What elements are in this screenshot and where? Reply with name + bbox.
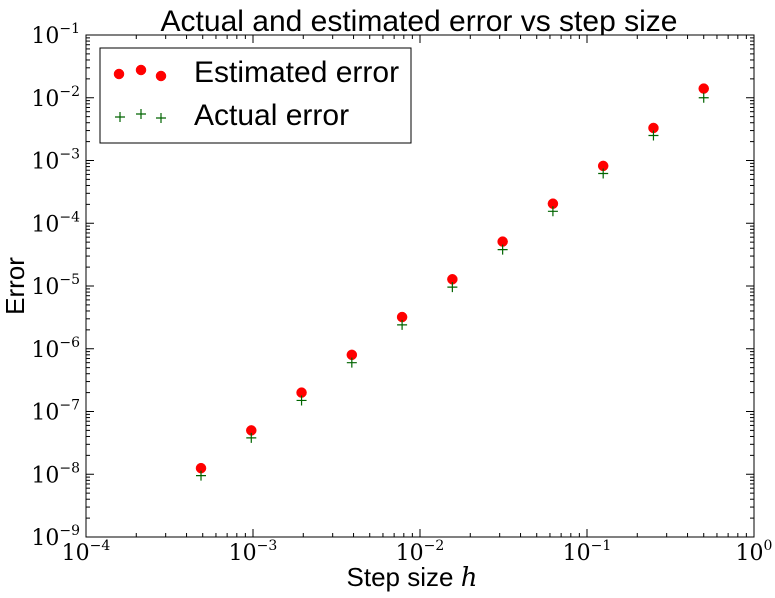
legend-marker-circle [113, 68, 125, 80]
series-actual-error [196, 92, 709, 481]
data-point-actual-error [648, 130, 659, 141]
data-point-estimated-error [698, 83, 709, 94]
y-tick-label: 10−5 [31, 272, 80, 300]
data-point-actual-error [397, 319, 408, 330]
x-tick-label: 10−3 [229, 538, 278, 566]
y-tick-label: 10−6 [31, 335, 80, 363]
legend-marker-circle [135, 64, 147, 76]
x-axis-label: Step size h [347, 562, 478, 593]
legend-marker-circle [155, 70, 167, 82]
chart-title: Actual and estimated error vs step size [161, 5, 678, 38]
y-tick-label: 10−3 [31, 147, 80, 175]
data-point-actual-error [296, 395, 307, 406]
data-point-actual-error [698, 92, 709, 103]
y-axis-label: Error [0, 257, 30, 315]
data-point-actual-error [246, 432, 257, 443]
series-layer [195, 83, 709, 481]
legend-label-actual-error: Actual error [194, 99, 349, 132]
y-axis: 10−9 10−8 10−7 10−6 10−5 10−4 10−3 10−2 10−1 [31, 21, 754, 551]
y-tick-label: 10−4 [31, 209, 80, 237]
y-tick-label: 10−1 [31, 21, 80, 49]
legend-label-estimated-error: Estimated error [194, 56, 399, 89]
x-tick-label: 10−2 [396, 538, 445, 566]
legend-marker-actual-error [115, 109, 166, 123]
y-tick-label: 10−9 [31, 523, 80, 551]
legend-marker-plus [115, 112, 125, 122]
legend: Estimated error Actual error [99, 47, 412, 144]
data-point-actual-error [447, 282, 458, 293]
y-tick-label: 10−7 [31, 398, 80, 426]
y-tick-label: 10−2 [31, 84, 80, 112]
series-estimated-error [195, 83, 709, 474]
x-tick-label: 10−1 [563, 538, 612, 566]
x-tick-label: 100 [736, 538, 773, 566]
data-point-actual-error [346, 357, 357, 368]
data-point-actual-error [196, 470, 207, 481]
legend-marker-plus [156, 113, 166, 123]
x-axis: 10−4 10−3 10−2 10−1 100 [62, 35, 773, 566]
data-point-actual-error [598, 168, 609, 179]
x-tick-label: 10−4 [62, 538, 111, 566]
data-point-actual-error [497, 244, 508, 255]
legend-marker-estimated-error [113, 64, 167, 82]
legend-box [99, 47, 412, 144]
legend-marker-plus [136, 109, 146, 119]
y-tick-label: 10−8 [31, 460, 80, 488]
data-point-actual-error [547, 206, 558, 217]
